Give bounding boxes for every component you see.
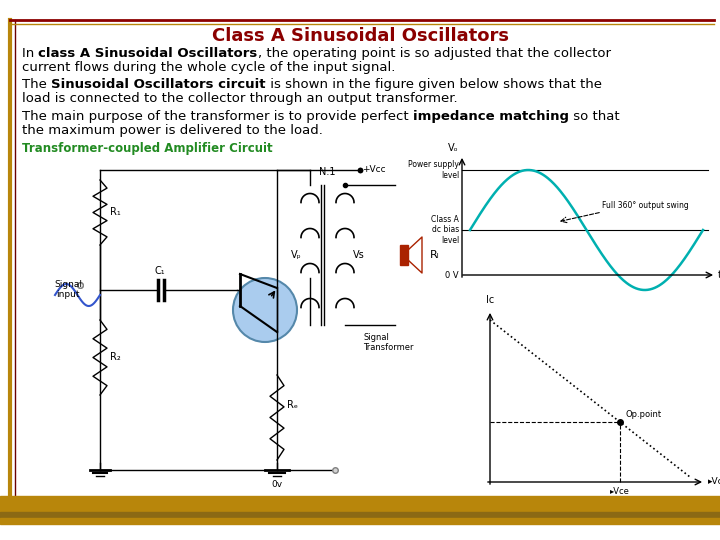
Bar xyxy=(0,518,720,524)
Circle shape xyxy=(233,278,297,342)
Text: R₂: R₂ xyxy=(110,352,121,362)
Text: In: In xyxy=(22,47,38,60)
Text: 0v: 0v xyxy=(271,480,282,489)
Text: Op.point: Op.point xyxy=(625,410,661,419)
Text: The main purpose of the transformer is to provide perfect: The main purpose of the transformer is t… xyxy=(22,110,413,123)
Bar xyxy=(400,245,408,265)
Text: Class A
dc bias
level: Class A dc bias level xyxy=(431,215,459,245)
Text: Power supply
level: Power supply level xyxy=(408,160,459,180)
Text: Full 360° output swing: Full 360° output swing xyxy=(602,201,689,210)
Text: 0 V: 0 V xyxy=(446,271,459,280)
Text: N.1: N.1 xyxy=(319,167,336,177)
Text: Class A Sinusoidal Oscillators: Class A Sinusoidal Oscillators xyxy=(212,27,508,45)
Text: so that: so that xyxy=(569,110,619,123)
Text: Ic: Ic xyxy=(486,295,494,305)
Text: Transformer-coupled Amplifier Circuit: Transformer-coupled Amplifier Circuit xyxy=(22,142,273,155)
Text: Vs: Vs xyxy=(353,250,365,260)
Text: ▸Vce: ▸Vce xyxy=(610,487,630,496)
Text: Rₑ: Rₑ xyxy=(287,400,298,410)
Text: Signal
input: Signal input xyxy=(54,280,82,299)
Text: Sinusoidal Oscillators circuit: Sinusoidal Oscillators circuit xyxy=(51,78,266,91)
Text: R₁: R₁ xyxy=(110,207,121,217)
Text: ▸Vce: ▸Vce xyxy=(708,477,720,487)
Text: load is connected to the collector through an output transformer.: load is connected to the collector throu… xyxy=(22,92,458,105)
Bar xyxy=(0,496,720,512)
Text: current flows during the whole cycle of the input signal.: current flows during the whole cycle of … xyxy=(22,61,395,74)
Text: class A Sinusoidal Oscillators: class A Sinusoidal Oscillators xyxy=(38,47,258,60)
Text: Vₒ: Vₒ xyxy=(449,143,459,153)
Text: Vₚ: Vₚ xyxy=(291,250,302,260)
Text: The: The xyxy=(22,78,51,91)
Text: the maximum power is delivered to the load.: the maximum power is delivered to the lo… xyxy=(22,124,323,137)
Text: Signal
Transformer: Signal Transformer xyxy=(363,333,413,353)
Text: t: t xyxy=(718,270,720,280)
Text: C₁: C₁ xyxy=(155,266,166,276)
Text: impedance matching: impedance matching xyxy=(413,110,569,123)
Text: +Vcc: +Vcc xyxy=(362,165,386,173)
Text: is shown in the figure given below shows that the: is shown in the figure given below shows… xyxy=(266,78,602,91)
Text: , the operating point is so adjusted that the collector: , the operating point is so adjusted tha… xyxy=(258,47,611,60)
Text: Rₗ: Rₗ xyxy=(430,250,440,260)
Bar xyxy=(0,512,720,518)
